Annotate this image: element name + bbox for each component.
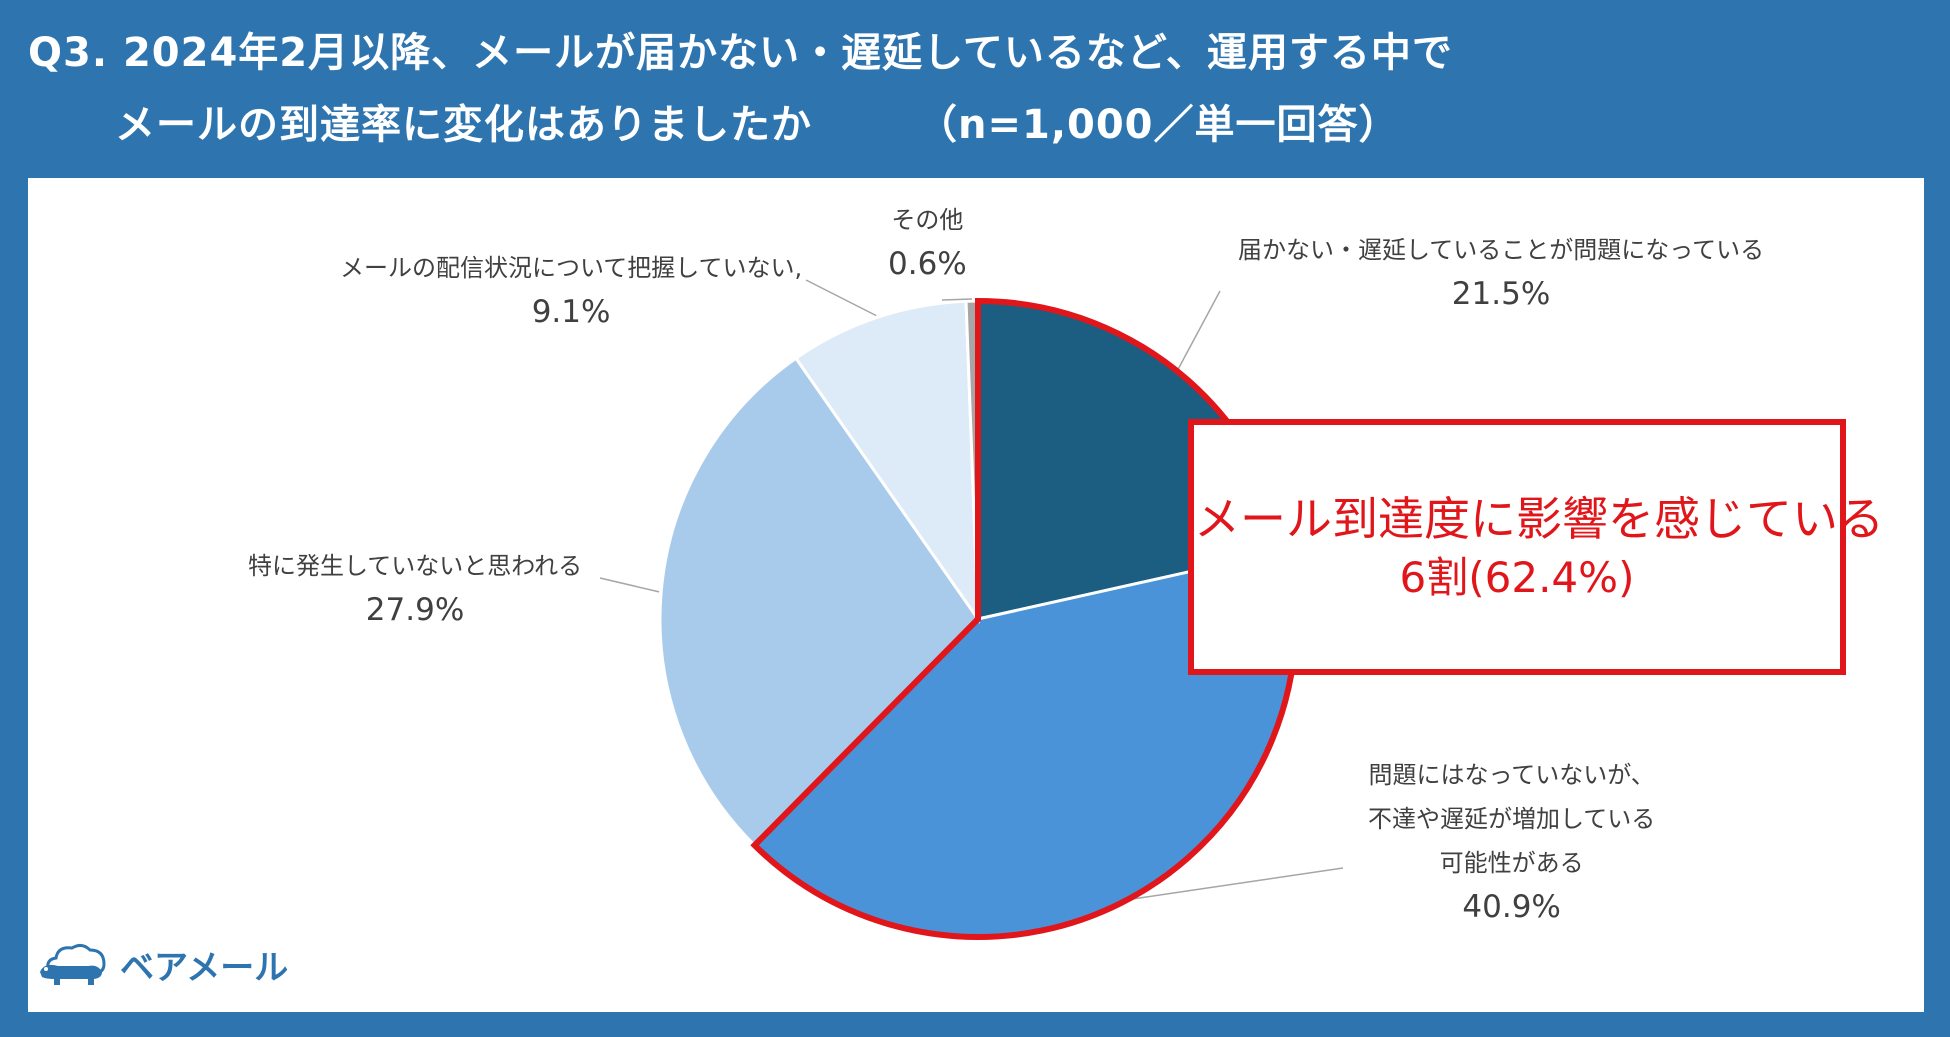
slice-label-1-value: 40.9% [1462,889,1561,925]
slice-label-2-value: 27.9% [365,592,465,628]
pie-slice-3 [793,299,980,625]
callout-line1: メール到達度に影響を感じている [1194,492,1884,546]
slice-label-4-value: 0.6% [888,246,967,282]
brand-name: ベアメール [120,948,289,988]
slice-label-4: その他 0.6% [888,198,967,286]
chart-title-line2: メールの到達率に変化はありましたか （n=1,000／単一回答） [115,92,1400,150]
pie-slice-2 [658,356,980,848]
slice-label-1-text-b: 不達や遅延が増加している [1368,805,1656,833]
slice-label-0-text: 届かない・遅延していることが問題になっている [1238,236,1765,264]
slice-label-1: 問題にはなっていないが、 不達や遅延が増加している 可能性がある 40.9% [1368,753,1655,929]
slice-label-1-text-a: 問題にはなっていないが、 [1368,761,1655,789]
leader-line-1 [1132,867,1344,900]
brand-logo: ベアメール [36,940,288,989]
slice-label-3-value: 9.1% [531,294,611,330]
callout-box: メール到達度に影響を感じている 6割(62.4%) [1188,419,1884,675]
leader-line-3 [805,279,877,317]
bear-cloud-icon [40,943,106,985]
slice-label-4-text: その他 [891,206,964,234]
slice-label-3: メールの配信状況について把握していない, 9.1% [340,246,802,334]
leader-lines [599,279,1344,900]
leader-line-0 [1177,290,1221,370]
highlight-outline [750,297,1299,940]
callout-line2: 6割(62.4%) [1399,553,1635,602]
chart-title-line1: Q3. 2024年2月以降、メールが届かない・遅延しているなど、運用する中で [28,30,1453,76]
leader-line-4 [941,298,972,301]
slice-label-1-text-c: 可能性がある [1439,849,1584,877]
slice-label-0: 届かない・遅延していることが問題になっている 21.5% [1238,228,1764,316]
sample-size-note: （n=1,000／単一回答） [917,102,1400,148]
slice-label-2: 特に発生していないと思われる 27.9% [248,544,582,632]
chart-panel: 届かない・遅延していることが問題になっている 21.5% 問題にはなっていないが… [28,178,1924,1012]
slice-label-0-value: 21.5% [1451,276,1551,312]
chart-question: メールの到達率に変化はありましたか [115,102,812,148]
leader-line-2 [599,577,660,593]
slice-label-2-text: 特に発生していないと思われる [248,552,583,580]
slice-label-3-text: メールの配信状況について把握していない, [340,254,803,282]
